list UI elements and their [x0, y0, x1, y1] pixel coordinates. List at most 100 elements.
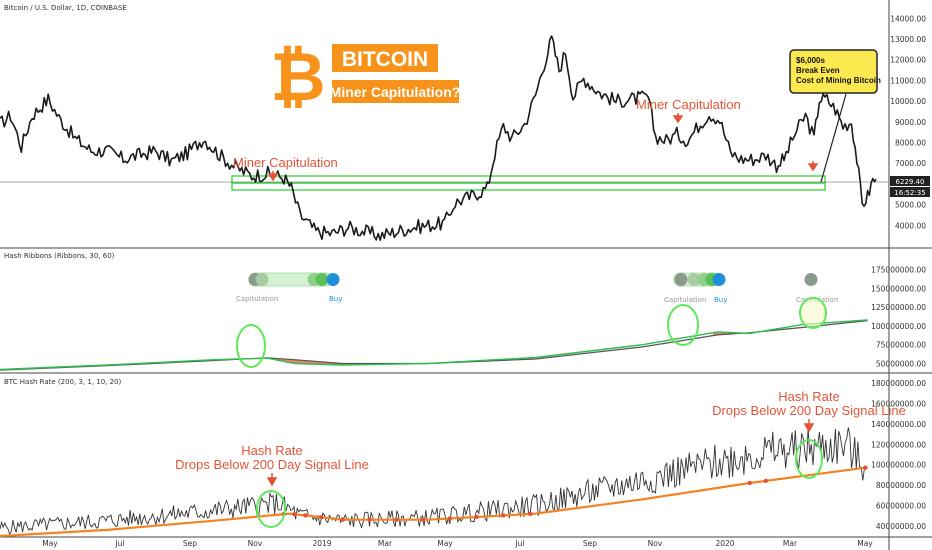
signal-line: [0, 466, 866, 538]
price-tick-label: 12000.00: [890, 56, 926, 65]
hash-y-axis: 180000000.00 160000000.00 140000000.00 1200…: [871, 379, 926, 531]
miner-capitulation-label-1: Miner Capitulation: [233, 155, 338, 170]
hash-tick-label: 80000000.00: [876, 481, 926, 490]
ribbon-tick-label: 125000000.00: [871, 303, 926, 312]
capitulation-dot-3: [804, 273, 818, 286]
x-tick-label: Jul: [514, 539, 524, 548]
hashrate-pane-title: BTC Hash Rate (200, 3, 1, 10, 20): [4, 378, 122, 386]
highlight-circle: [795, 439, 823, 479]
down-arrow-icon: [267, 171, 279, 182]
callout-line-3: Cost of Mining Bitcoin: [796, 76, 881, 85]
hash-tick-label: 100000000.00: [871, 461, 926, 470]
ribbons-pane-title: Hash Ribbons (Ribbons, 30, 60): [4, 252, 115, 260]
ribbon-series: [0, 319, 868, 371]
brand-subtitle: Miner Capitulation?: [330, 84, 461, 100]
price-tick-label: 4000.00: [895, 221, 926, 230]
x-tick-label: Sep: [183, 539, 197, 548]
drop-marker: [367, 517, 372, 522]
down-arrow-icon: [266, 473, 278, 487]
highlight-circle: [256, 490, 286, 528]
miner-capitulation-label-2: Miner Capitulation: [636, 97, 741, 112]
chart-title: Bitcoin / U.S. Dollar, 1D, COINBASE: [4, 4, 127, 12]
bitcoin-logo: ₿: [270, 38, 325, 117]
drop-marker: [863, 465, 868, 470]
hash-rate-line: [0, 427, 865, 535]
capitulation-band-2: [673, 272, 726, 287]
price-tick-label: 7000.00: [895, 159, 926, 168]
drop-marker: [763, 478, 768, 484]
capitulation-label-2: Capitulation: [664, 296, 706, 304]
brand-subtitle-box: [332, 80, 459, 103]
ribbon-tick-label: 175000000.00: [871, 266, 926, 275]
price-y-axis: 14000.00 13000.00 12000.00 11000.00 10000.00…: [890, 14, 926, 230]
down-arrow-icon: [807, 161, 819, 172]
price-tick-label: 10000.00: [890, 97, 926, 106]
countdown-tag: 16:52:35: [890, 187, 930, 197]
ribbon-y-axis: 175000000.00 150000000.00 125000000.00 1000…: [871, 266, 926, 369]
drop-marker: [319, 515, 324, 520]
x-tick-label: Mar: [378, 539, 393, 548]
hash-rate-label-2-line1: Hash Rate: [778, 389, 839, 404]
down-arrow-icon: [803, 419, 815, 433]
x-tick-label: Jul: [114, 539, 124, 548]
drop-marker: [420, 517, 426, 522]
down-arrow-icon: [672, 113, 684, 124]
x-tick-label: Nov: [648, 539, 663, 548]
brand-name: BITCOIN: [342, 48, 428, 71]
drop-marker: [340, 517, 345, 522]
hash-tick-label: 180000000.00: [871, 379, 926, 388]
ribbon-tick-label: 100000000.00: [871, 322, 926, 331]
callout-line-1: $6,000s: [796, 56, 825, 65]
last-price-tag: 6229.40: [890, 176, 930, 186]
hash-rate-label-1-line1: Hash Rate: [241, 443, 302, 458]
price-tick-label: 14000.00: [890, 14, 926, 23]
price-line: [0, 35, 877, 241]
highlight-circle: [799, 297, 827, 329]
buy-dot-2: [712, 273, 726, 286]
x-tick-label: Mar: [783, 539, 798, 548]
x-tick-label: Nov: [248, 539, 263, 548]
hash-tick-label: 40000000.00: [876, 522, 926, 531]
ribbon-fast-line: [0, 319, 868, 371]
drop-marker: [394, 517, 399, 522]
price-tick-label: 5000.00: [895, 201, 926, 210]
hash-rate-label-1-line2: Drops Below 200 Day Signal Line: [175, 457, 369, 472]
x-tick-label: May: [42, 539, 58, 548]
capitulation-band-1: [248, 272, 340, 287]
price-tick-label: 9000.00: [895, 118, 926, 127]
x-tick-label: 2019: [312, 539, 331, 548]
drop-marker: [528, 511, 533, 517]
buy-label-2: Buy: [714, 296, 727, 304]
support-zone-lower: [231, 182, 826, 191]
price-tick-label: 13000.00: [890, 35, 926, 44]
drop-marker: [501, 513, 506, 518]
buy-dot-1: [326, 273, 340, 286]
ribbon-tick-label: 150000000.00: [871, 284, 926, 293]
buy-label-1: Buy: [329, 295, 342, 303]
capitulation-label-1: Capitulation: [236, 295, 278, 303]
drop-marker: [292, 512, 297, 517]
hash-tick-label: 160000000.00: [871, 399, 926, 408]
hash-tick-label: 140000000.00: [871, 420, 926, 429]
price-tick-label: 11000.00: [890, 76, 926, 85]
hash-series: [0, 427, 868, 538]
highlight-circle: [667, 304, 699, 346]
x-tick-label: May: [437, 539, 453, 548]
highlight-circle: [236, 324, 266, 368]
x-axis: May Jul Sep Nov 2019 Mar May Jul Sep Nov 2020 Mar Ma…: [42, 539, 873, 548]
x-tick-label: Sep: [583, 539, 597, 548]
bitcoin-icon: ₿: [270, 38, 325, 117]
drop-marker: [474, 514, 479, 520]
drop-marker: [747, 480, 752, 486]
callout-line-2: Break Even: [796, 66, 840, 75]
price-series: [0, 35, 877, 241]
last-price-value: 6229.40: [896, 178, 925, 186]
ribbon-tick-label: 75000000.00: [876, 341, 926, 350]
ribbon-tick-label: 50000000.00: [876, 359, 926, 368]
x-tick-label: 2020: [715, 539, 734, 548]
brand-name-box: [332, 44, 438, 72]
drop-marker: [303, 513, 308, 518]
